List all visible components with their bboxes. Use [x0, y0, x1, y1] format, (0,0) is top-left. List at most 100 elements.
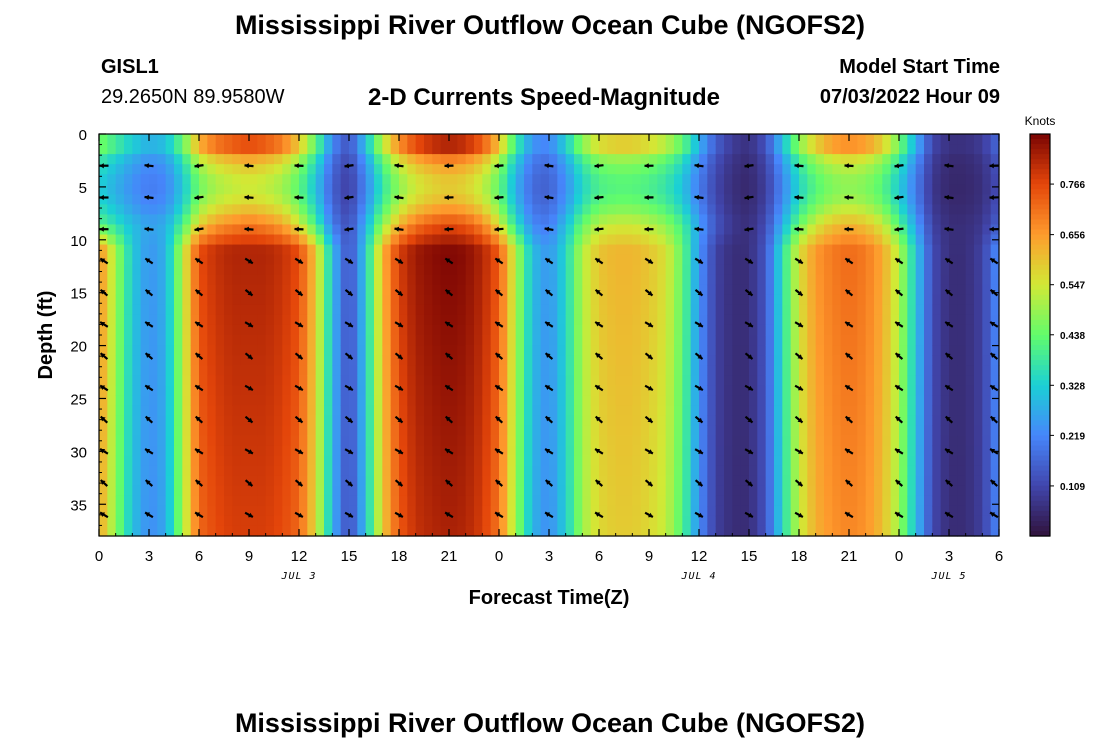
heatmap-cell [732, 234, 742, 246]
heatmap-cell [657, 164, 667, 175]
heatmap-cell [299, 164, 308, 175]
heatmap-cell [765, 274, 775, 286]
heatmap-cell [815, 294, 825, 306]
heatmap-cell [582, 415, 592, 427]
heatmap-cell [490, 174, 500, 185]
heatmap-cell [949, 485, 958, 497]
heatmap-cell [374, 345, 383, 356]
heatmap-cell [824, 445, 833, 457]
heatmap-cell [499, 415, 508, 427]
heatmap-cell [815, 435, 825, 447]
heatmap-cell [549, 254, 558, 266]
heatmap-cell [790, 335, 800, 346]
heatmap-cell [615, 184, 625, 195]
heatmap-cell [357, 435, 367, 447]
heatmap-cell [340, 385, 350, 396]
heatmap-cell [324, 314, 333, 326]
heatmap-cell [482, 204, 492, 215]
heatmap-cell [99, 415, 108, 427]
heatmap-cell [432, 445, 442, 457]
heatmap-cell [624, 395, 633, 406]
heatmap-cell [649, 194, 658, 205]
heatmap-cell [440, 304, 450, 316]
heatmap-cell [757, 214, 767, 226]
heatmap-cell [965, 375, 975, 386]
heatmap-cell [440, 154, 450, 165]
current-vector-head [495, 416, 501, 422]
heatmap-cell [165, 234, 175, 246]
heatmap-cell [632, 324, 642, 336]
heatmap-cell [224, 415, 233, 427]
heatmap-cell [932, 345, 942, 356]
heatmap-cell [482, 445, 492, 457]
heatmap-cell [599, 134, 608, 145]
heatmap-cell [215, 324, 225, 336]
heatmap-cell [782, 425, 792, 437]
heatmap-cell [115, 134, 125, 145]
heatmap-cell [657, 355, 667, 366]
heatmap-cell [299, 324, 308, 336]
heatmap-cell [524, 214, 533, 226]
heatmap-cell [432, 465, 442, 477]
current-vector-head [990, 416, 996, 422]
heatmap-cell [874, 435, 883, 447]
heatmap-cell [924, 515, 933, 527]
heatmap-cell [424, 415, 433, 427]
heatmap-cell [115, 375, 125, 386]
heatmap-cell [232, 194, 242, 205]
heatmap-cell [524, 525, 533, 537]
heatmap-cell [407, 425, 417, 437]
heatmap-cell [790, 375, 800, 386]
heatmap-cell [782, 465, 792, 477]
x-tick-label: 0 [895, 548, 903, 565]
heatmap-cell [540, 194, 550, 205]
heatmap-cell [165, 515, 175, 527]
heatmap-cell [307, 355, 317, 366]
heatmap-cell [307, 314, 317, 326]
heatmap-cell [657, 515, 667, 527]
heatmap-cell [399, 455, 408, 467]
heatmap-cell [215, 134, 225, 145]
heatmap-cell [965, 445, 975, 457]
heatmap-cell [157, 174, 167, 185]
heatmap-cell [549, 445, 558, 457]
heatmap-cell [440, 415, 450, 427]
heatmap-cell [924, 254, 933, 266]
heatmap-cell [757, 415, 767, 427]
heatmap-cell [849, 304, 858, 316]
heatmap-cell [490, 254, 500, 266]
heatmap-cell [199, 204, 208, 215]
heatmap-cell [540, 435, 550, 447]
heatmap-cell [882, 154, 892, 165]
heatmap-cell [582, 525, 592, 537]
heatmap-cell [524, 425, 533, 437]
heatmap-cell [124, 395, 133, 406]
heatmap-cell [915, 294, 925, 306]
heatmap-cell [299, 194, 308, 205]
heatmap-cell [390, 385, 400, 396]
heatmap-cell [265, 314, 275, 326]
heatmap-cell [757, 435, 767, 447]
heatmap-cell [949, 435, 958, 447]
heatmap-cell [390, 415, 400, 427]
heatmap-cell [565, 465, 575, 477]
heatmap-cell [182, 495, 192, 507]
heatmap-cell [424, 314, 433, 326]
heatmap-cell [632, 234, 642, 246]
heatmap-cell [715, 485, 725, 497]
heatmap-cell [607, 345, 617, 356]
heatmap-cell [374, 324, 383, 336]
heatmap-cell [399, 144, 408, 155]
heatmap-cell [740, 485, 750, 497]
heatmap-cell [915, 335, 925, 346]
heatmap-cell [582, 385, 592, 396]
heatmap-cell [699, 505, 708, 517]
heatmap-cell [299, 505, 308, 517]
heatmap-cell [932, 274, 942, 286]
heatmap-cell [582, 294, 592, 306]
heatmap-cell [765, 405, 775, 416]
heatmap-cell [674, 274, 683, 286]
colorbar-segment [1030, 350, 1050, 356]
heatmap-cell [415, 525, 425, 537]
heatmap-cell [965, 154, 975, 165]
